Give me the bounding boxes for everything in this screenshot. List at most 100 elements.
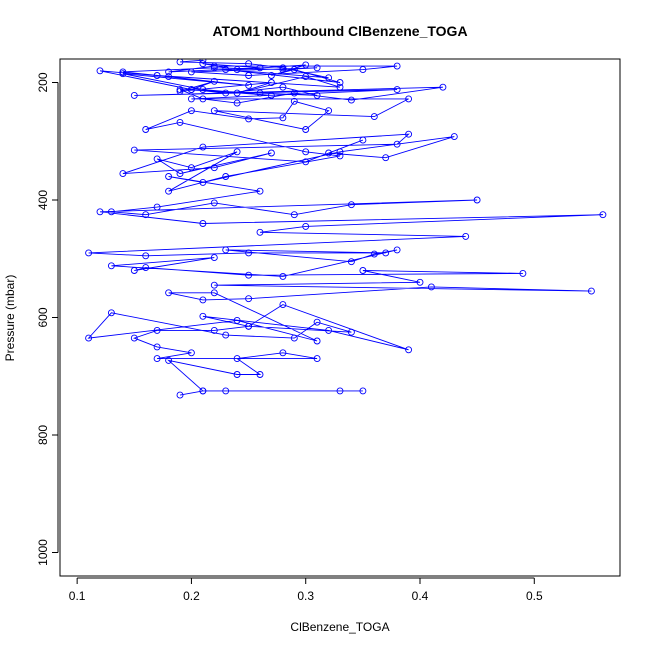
data-point [233,89,241,97]
data-point [245,249,253,257]
data-point [130,267,138,274]
data-point [199,312,207,320]
data-point [393,86,401,94]
data-point [302,148,310,156]
data-point [153,155,161,163]
data-point [96,67,104,75]
data-point [210,281,218,289]
data-point [302,61,310,69]
data-point [176,118,184,126]
data-point [142,126,150,133]
data-point [290,66,298,74]
data-point [313,318,321,326]
data-point [210,199,218,207]
plot-frame [59,58,621,577]
data-point [210,107,218,115]
data-point [199,95,207,103]
data-point [165,289,173,297]
data-point [165,173,173,180]
data-point [256,371,264,378]
data-point [199,387,207,395]
data-point [325,74,333,82]
data-point [302,158,310,166]
x-axis-label: ClBenzene_TOGA [290,620,389,634]
data-point [290,334,298,342]
data-point [256,89,264,97]
data-point [233,148,241,156]
data-point [393,62,401,70]
data-point [336,79,344,86]
data-point [153,203,161,211]
data-point [302,126,310,133]
data-point [405,95,413,103]
y-tick-label: 600 [36,307,50,327]
data-point [176,170,184,178]
series-line [87,59,603,396]
data-point [336,148,344,156]
y-axis-label: Pressure (mbar) [3,275,17,362]
y-tick-label: 200 [36,72,50,92]
data-point [153,326,161,334]
x-tick-label: 0.2 [183,589,200,603]
data-point [210,326,218,334]
data-point [267,79,275,86]
data-point [279,349,287,357]
data-point [210,289,218,297]
data-point [187,107,195,115]
x-tick-label: 0.5 [526,589,543,603]
data-point [302,222,310,230]
data-point [199,86,207,94]
data-point [347,96,355,104]
data-point [359,387,367,395]
data-point [359,267,367,274]
data-point [142,211,150,219]
data-point [325,107,333,115]
data-point [382,154,390,162]
data-point [245,72,253,79]
data-point [267,91,275,99]
data-point [325,326,333,334]
data-point [382,249,390,257]
data-point [336,387,344,395]
data-point [142,264,150,272]
data-point [199,143,207,151]
data-point [359,66,367,74]
data-point [85,334,93,342]
data-point [187,95,195,103]
data-point [130,334,138,342]
data-point [313,91,321,99]
data-point [336,83,344,91]
data-point [599,211,607,219]
data-point [279,301,287,309]
x-tick-label: 0.4 [412,589,429,603]
data-point [279,272,287,280]
data-point [325,149,333,157]
data-point [256,187,264,195]
data-point [96,208,104,216]
data-point [313,355,321,363]
data-point [210,164,218,172]
data-point [165,68,173,76]
data-point [119,170,127,178]
data-point [245,81,253,89]
y-axis: 200 400 600 800 1000 [36,72,59,566]
data-point [267,149,275,157]
data-point [245,271,253,279]
data-point [279,83,287,91]
data-point [347,328,355,336]
data-point [187,86,195,94]
data-point [187,68,195,76]
data-point [473,196,481,204]
data-point [199,220,207,227]
data-point [165,187,173,195]
data-point [256,64,264,72]
data-point [176,391,184,399]
data-point [165,73,173,81]
data-point [233,99,241,107]
data-point [85,249,93,257]
data-point [233,316,241,324]
data-point [416,278,424,286]
data-point [290,211,298,219]
data-point [210,77,218,85]
